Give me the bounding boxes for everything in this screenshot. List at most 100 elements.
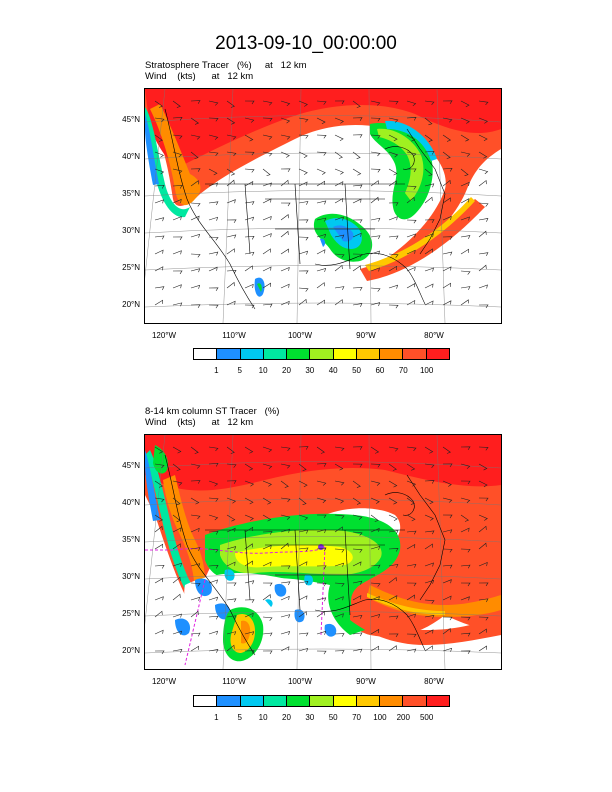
wind-barb xyxy=(460,168,469,177)
wind-barb xyxy=(226,281,235,289)
colorbar-tick-label: 60 xyxy=(375,366,385,375)
wind-barb xyxy=(352,253,363,258)
wind-barb xyxy=(370,287,381,292)
wind-barb xyxy=(280,497,291,503)
wind-barb xyxy=(388,117,399,123)
wind-barb xyxy=(406,514,416,522)
wind-barb xyxy=(370,628,380,635)
wind-barb xyxy=(154,299,163,306)
panel-2-scattered-patches xyxy=(175,578,337,637)
wind-barb xyxy=(208,446,219,452)
wind-barb xyxy=(388,576,397,584)
wind-barb xyxy=(280,214,289,221)
wind-barb xyxy=(370,117,381,122)
panel-1-lon-label: 80°W xyxy=(424,331,444,340)
wind-barb xyxy=(262,266,272,272)
wind-barb xyxy=(298,181,308,187)
wind-barb xyxy=(352,303,363,307)
wind-barb xyxy=(442,134,452,142)
wind-barb xyxy=(370,168,381,173)
wind-barb xyxy=(478,645,487,652)
colorbar-swatch xyxy=(380,349,404,359)
panel-2-wind-barbs xyxy=(154,446,489,655)
wind-barb xyxy=(244,612,254,618)
panel-1-lat-label: 40°N xyxy=(122,152,140,161)
wind-barb xyxy=(478,497,489,502)
wind-barb xyxy=(406,283,416,289)
wind-barb xyxy=(190,180,199,187)
panel-2-lat-label: 20°N xyxy=(122,646,140,655)
wind-barb xyxy=(460,527,470,533)
wind-barb xyxy=(244,151,255,156)
wind-barb xyxy=(154,199,164,204)
wind-barb xyxy=(334,497,345,504)
wind-barb xyxy=(334,613,344,618)
wind-barb xyxy=(244,514,254,521)
wind-barb xyxy=(424,629,434,635)
wind-barb xyxy=(478,179,487,187)
wind-barb xyxy=(460,198,470,204)
wind-barb xyxy=(424,599,435,604)
wind-barb xyxy=(226,497,237,504)
wind-barb xyxy=(316,200,327,205)
wind-barb xyxy=(154,629,164,635)
wind-barb xyxy=(298,480,308,488)
wind-barb xyxy=(406,446,417,452)
wind-barb xyxy=(280,480,289,488)
wind-barb xyxy=(262,616,273,621)
panel-1-lat-label: 45°N xyxy=(122,115,140,124)
wind-barb xyxy=(172,151,183,158)
wind-barb xyxy=(352,561,362,567)
wind-barb xyxy=(370,614,381,619)
wind-barb xyxy=(388,563,399,568)
wind-barb xyxy=(190,233,201,238)
panel-2-lat-label: 40°N xyxy=(122,498,140,507)
wind-barb xyxy=(280,134,291,140)
wind-barb xyxy=(208,463,219,467)
wind-barb xyxy=(424,579,435,584)
wind-barb xyxy=(406,633,417,638)
wind-barb xyxy=(298,547,309,552)
wind-barb xyxy=(280,514,291,520)
wind-barb xyxy=(370,527,380,533)
wind-barb xyxy=(442,100,453,105)
wind-barb xyxy=(388,514,398,521)
wind-barb xyxy=(424,300,434,306)
wind-barb xyxy=(478,628,487,635)
wind-barb xyxy=(406,648,417,653)
wind-barb xyxy=(478,598,489,603)
wind-barb xyxy=(316,249,326,255)
wind-barb xyxy=(316,650,327,655)
wind-barb xyxy=(334,264,343,272)
wind-barb xyxy=(190,215,200,221)
wind-barb xyxy=(172,116,183,121)
colorbar-tick-label: 70 xyxy=(398,366,408,375)
wind-barb xyxy=(154,286,165,291)
wind-barb xyxy=(406,582,417,587)
wind-barb xyxy=(298,100,308,107)
wind-barb xyxy=(172,527,182,533)
colorbar-tick-label: 30 xyxy=(305,366,315,375)
wind-barb xyxy=(478,562,488,567)
wind-barb xyxy=(316,529,327,534)
wind-barb xyxy=(424,615,435,619)
wind-barb xyxy=(208,287,219,292)
wind-barb xyxy=(388,265,398,272)
wind-barb xyxy=(298,270,309,274)
wind-barb xyxy=(424,446,434,454)
wind-barb xyxy=(406,219,417,224)
wind-barb xyxy=(172,497,181,506)
wind-barb xyxy=(172,284,182,289)
wind-barb xyxy=(298,647,309,652)
wind-barb xyxy=(208,530,219,535)
wind-barb xyxy=(316,180,325,187)
wind-barb xyxy=(154,525,163,533)
wind-barb xyxy=(280,179,289,187)
wind-barb xyxy=(334,548,345,553)
wind-barb xyxy=(388,595,398,601)
wind-barb xyxy=(406,463,416,471)
wind-barb xyxy=(244,480,255,487)
wind-barb xyxy=(172,302,183,307)
wind-barb xyxy=(478,134,488,142)
colorbar-swatch xyxy=(310,349,334,359)
